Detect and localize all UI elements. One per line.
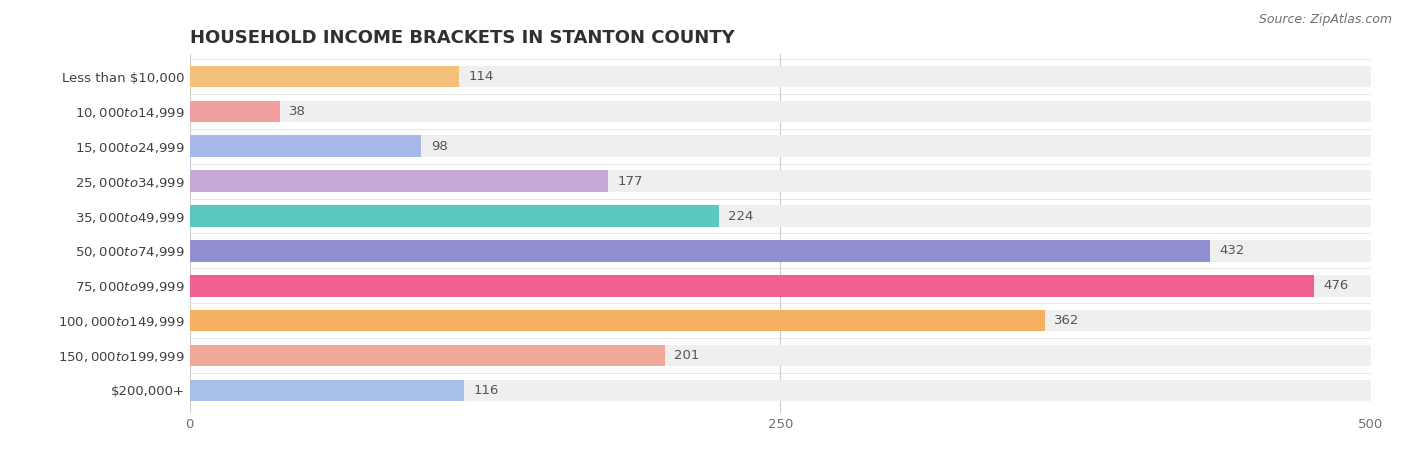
- Bar: [190, 345, 1371, 366]
- Bar: [190, 240, 1371, 262]
- Text: 114: 114: [468, 70, 494, 83]
- Bar: [190, 170, 1371, 192]
- Text: 98: 98: [430, 140, 447, 153]
- Text: 224: 224: [728, 210, 754, 223]
- Bar: [190, 205, 718, 227]
- Bar: [190, 345, 665, 366]
- Text: 177: 177: [617, 175, 643, 188]
- Bar: [190, 136, 1371, 157]
- Bar: [190, 275, 1371, 297]
- Bar: [190, 170, 607, 192]
- Bar: [190, 66, 1371, 88]
- Text: 432: 432: [1219, 244, 1246, 257]
- Text: 201: 201: [673, 349, 699, 362]
- Text: 362: 362: [1054, 314, 1080, 327]
- Text: HOUSEHOLD INCOME BRACKETS IN STANTON COUNTY: HOUSEHOLD INCOME BRACKETS IN STANTON COU…: [190, 29, 734, 47]
- Bar: [190, 275, 1315, 297]
- Bar: [190, 240, 1211, 262]
- Text: 116: 116: [474, 384, 499, 397]
- Text: 38: 38: [290, 105, 307, 118]
- Bar: [190, 101, 1371, 122]
- Bar: [190, 136, 422, 157]
- Bar: [190, 310, 1371, 331]
- Bar: [190, 379, 1371, 401]
- Text: Source: ZipAtlas.com: Source: ZipAtlas.com: [1258, 13, 1392, 26]
- Bar: [190, 379, 464, 401]
- Text: 476: 476: [1323, 279, 1348, 292]
- Bar: [190, 66, 460, 88]
- Bar: [190, 101, 280, 122]
- Bar: [190, 310, 1045, 331]
- Bar: [190, 205, 1371, 227]
